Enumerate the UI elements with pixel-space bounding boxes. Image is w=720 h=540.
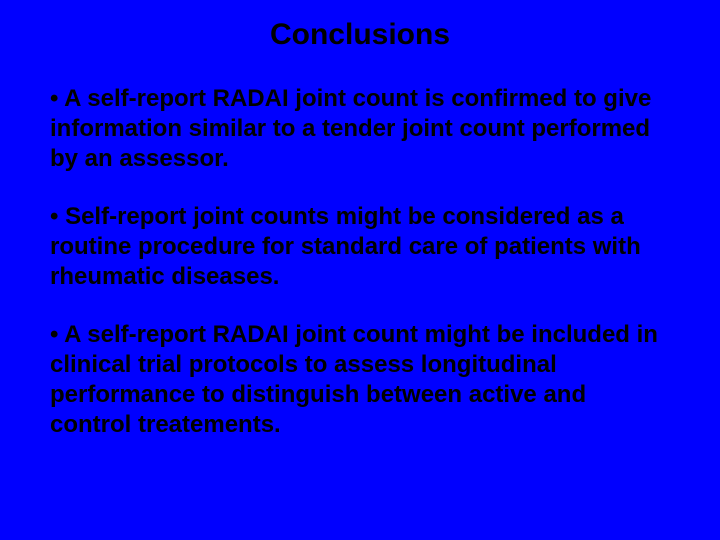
bullet-point: • A self-report RADAI joint count is con… bbox=[50, 84, 670, 174]
slide-container: Conclusions • A self-report RADAI joint … bbox=[0, 0, 720, 540]
bullet-point: • A self-report RADAI joint count might … bbox=[50, 320, 670, 440]
slide-title: Conclusions bbox=[170, 18, 550, 52]
bullet-point: • Self-report joint counts might be cons… bbox=[50, 202, 670, 292]
